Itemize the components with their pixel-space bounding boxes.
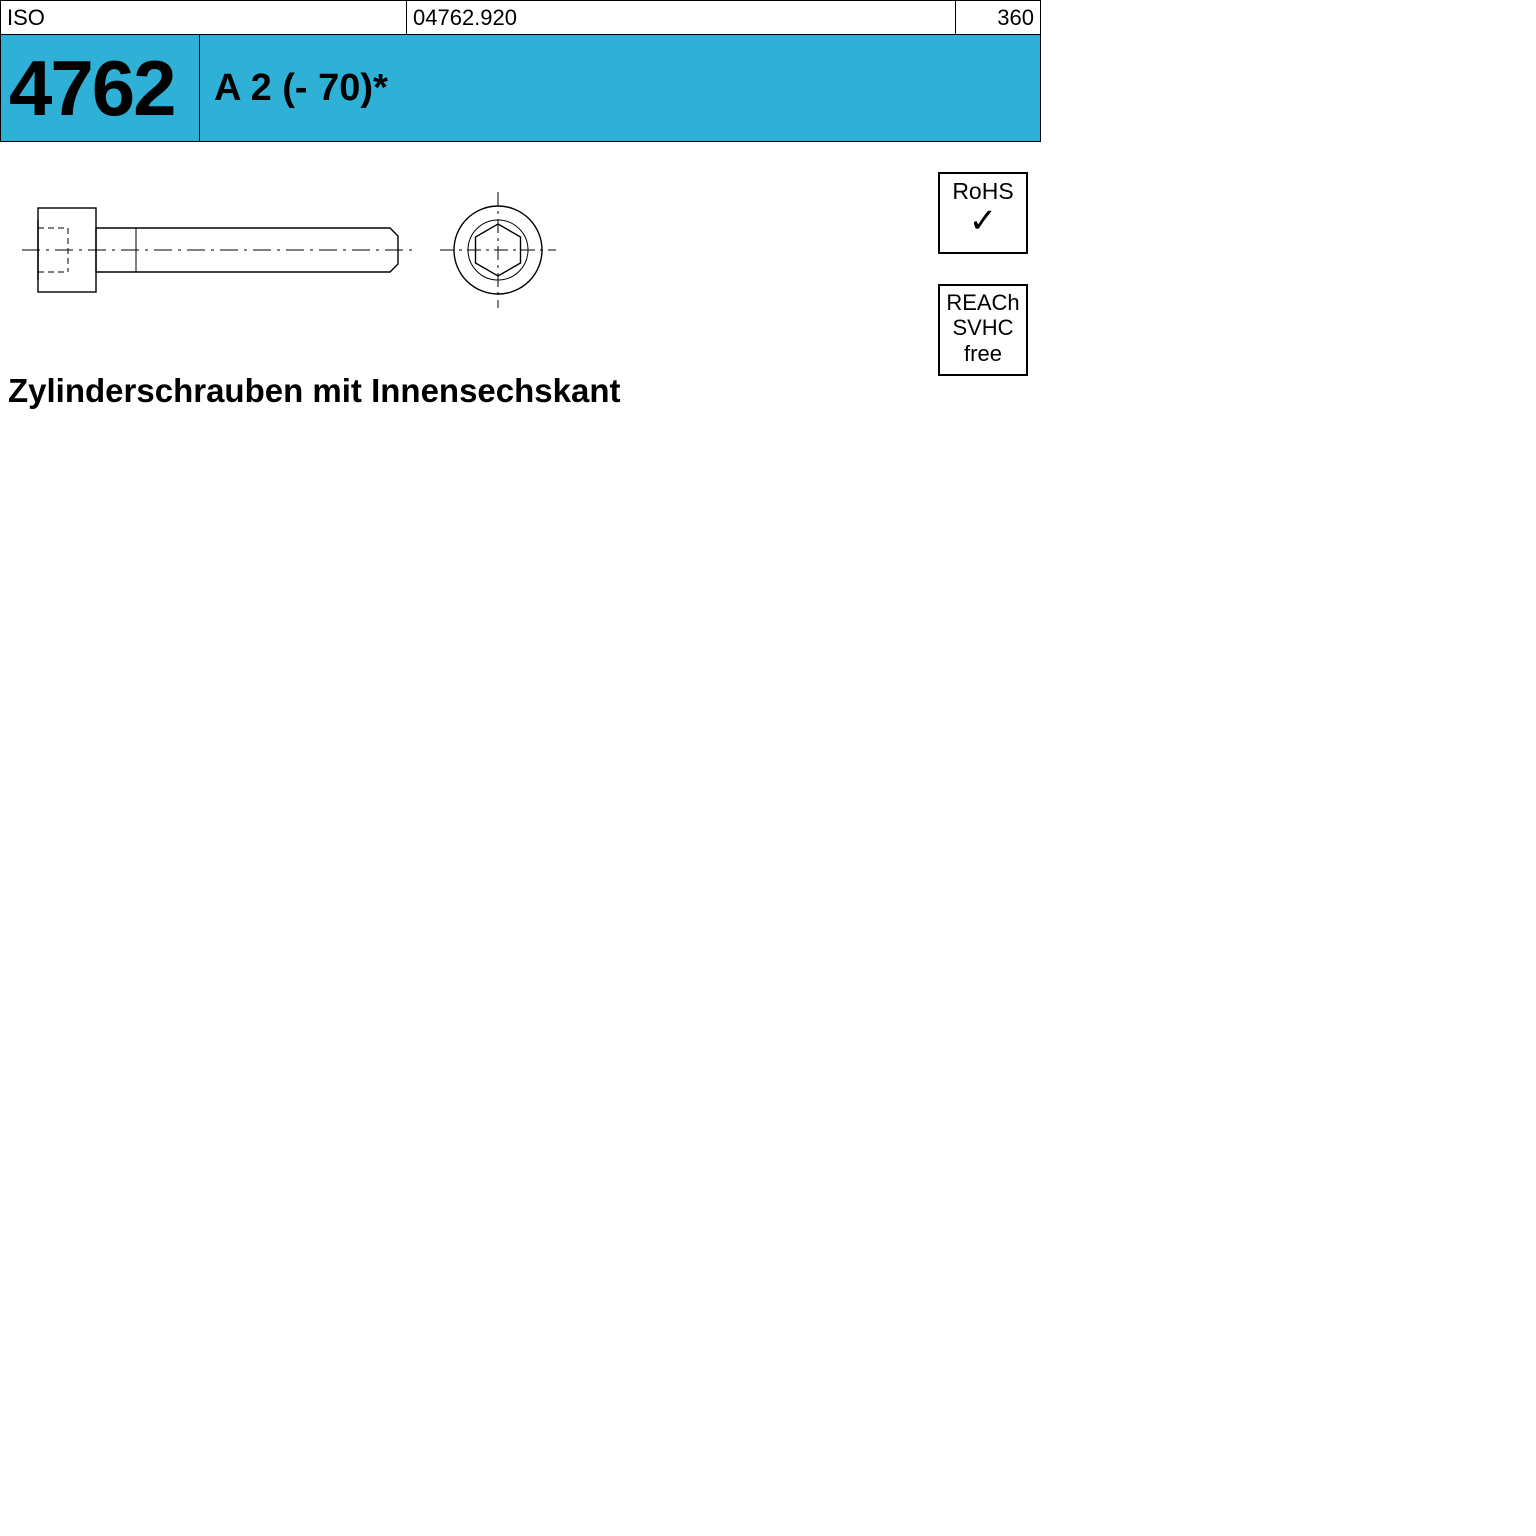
reach-line2: SVHC: [940, 315, 1026, 340]
screw-diagram: [18, 170, 578, 340]
check-icon: ✓: [940, 204, 1026, 238]
rohs-badge: RoHS ✓: [938, 172, 1028, 254]
product-card: ISO 04762.920 360 4762 A 2 (- 70)* Zylin…: [0, 0, 1041, 1041]
info-band: 4762 A 2 (- 70)*: [0, 34, 1041, 142]
product-code: 04762.920: [413, 5, 517, 31]
diagram-zone: Zylinderschrauben mit Innensechskant RoH…: [0, 142, 1041, 462]
iso-cell: ISO: [0, 1, 406, 34]
iso-label: ISO: [7, 5, 45, 31]
header-row: ISO 04762.920 360: [0, 0, 1041, 34]
rohs-label: RoHS: [940, 178, 1026, 204]
code-cell: 04762.920: [406, 1, 955, 34]
reach-badge: REACh SVHC free: [938, 284, 1028, 376]
reach-line1: REACh: [940, 290, 1026, 315]
standard-number: 4762: [0, 35, 199, 141]
product-description: Zylinderschrauben mit Innensechskant: [8, 372, 621, 410]
qty-cell: 360: [955, 1, 1041, 34]
qty-value: 360: [997, 5, 1034, 31]
reach-line3: free: [940, 341, 1026, 366]
material-spec: A 2 (- 70)*: [199, 35, 1041, 141]
